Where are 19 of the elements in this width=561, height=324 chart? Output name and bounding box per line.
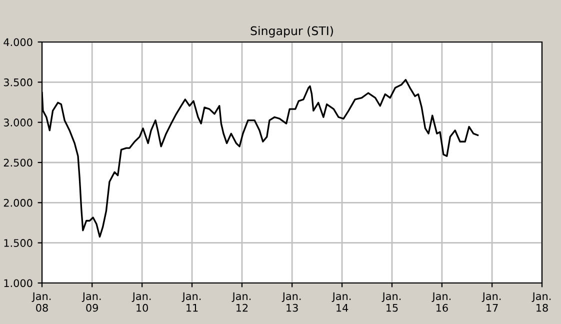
y-tick-label: 3.500	[4, 78, 32, 86]
x-tick-label: Jan. 11	[182, 292, 201, 312]
y-tick-label: 1.000	[4, 279, 32, 288]
y-tick-label: 2.500	[4, 158, 32, 167]
x-tick-label: Jan. 15	[382, 292, 401, 312]
x-tick-label: Jan. 12	[232, 292, 251, 312]
x-tick-label: Jan. 13	[282, 292, 301, 312]
y-tick-label: 1.500	[4, 239, 32, 247]
x-tick-label: Jan. 18	[532, 292, 551, 312]
x-tick-label: Jan. 10	[132, 292, 151, 312]
x-tick-label: Jan. 17	[482, 292, 501, 312]
y-tick-label: 2.000	[4, 198, 32, 207]
x-tick-label: Jan. 08	[32, 292, 51, 312]
x-tick-label: Jan. 16	[432, 292, 451, 312]
y-tick-label: 3.000	[4, 118, 32, 126]
x-tick-label: Jan. 14	[332, 292, 351, 312]
y-tick-label: 4.000	[4, 38, 32, 46]
chart-title: Singapur (STI)	[250, 26, 333, 38]
x-tick-label: Jan. 09	[82, 292, 101, 312]
